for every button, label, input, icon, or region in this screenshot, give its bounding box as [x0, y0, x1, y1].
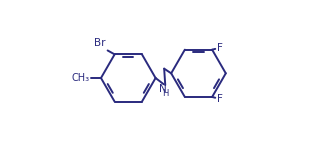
Text: Br: Br: [94, 38, 105, 48]
Text: N: N: [159, 84, 167, 94]
Text: F: F: [217, 43, 223, 53]
Text: F: F: [217, 94, 223, 104]
Text: CH₃: CH₃: [72, 73, 90, 83]
Text: H: H: [163, 89, 169, 98]
